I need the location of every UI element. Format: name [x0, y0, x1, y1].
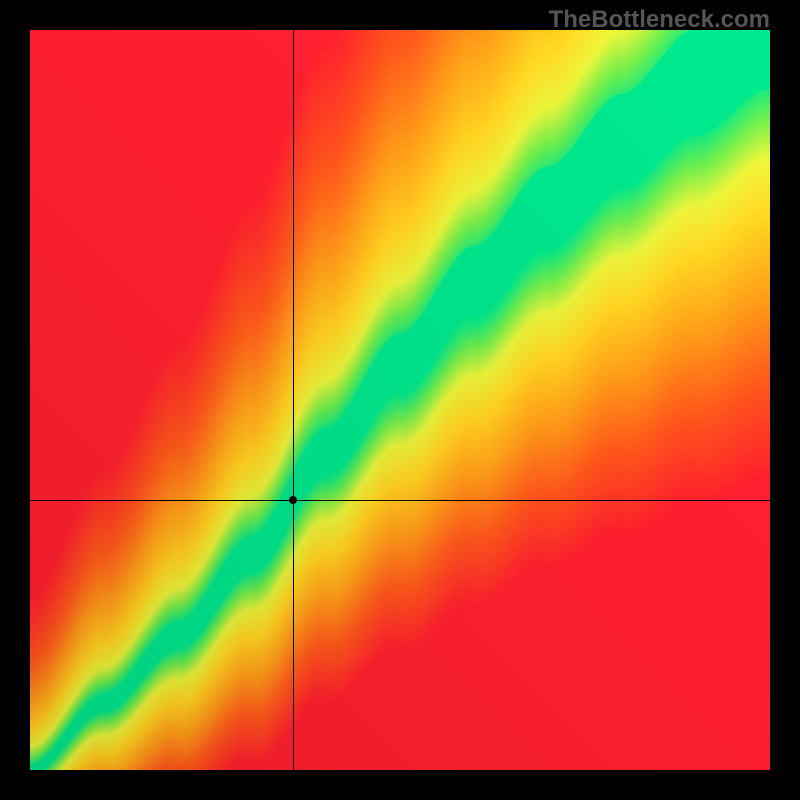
crosshair-vertical	[293, 30, 294, 770]
crosshair-marker	[289, 496, 297, 504]
heatmap-plot	[30, 30, 770, 770]
crosshair-horizontal	[30, 500, 770, 501]
heatmap-canvas	[30, 30, 770, 770]
chart-container: TheBottleneck.com	[0, 0, 800, 800]
watermark-text: TheBottleneck.com	[549, 6, 770, 34]
